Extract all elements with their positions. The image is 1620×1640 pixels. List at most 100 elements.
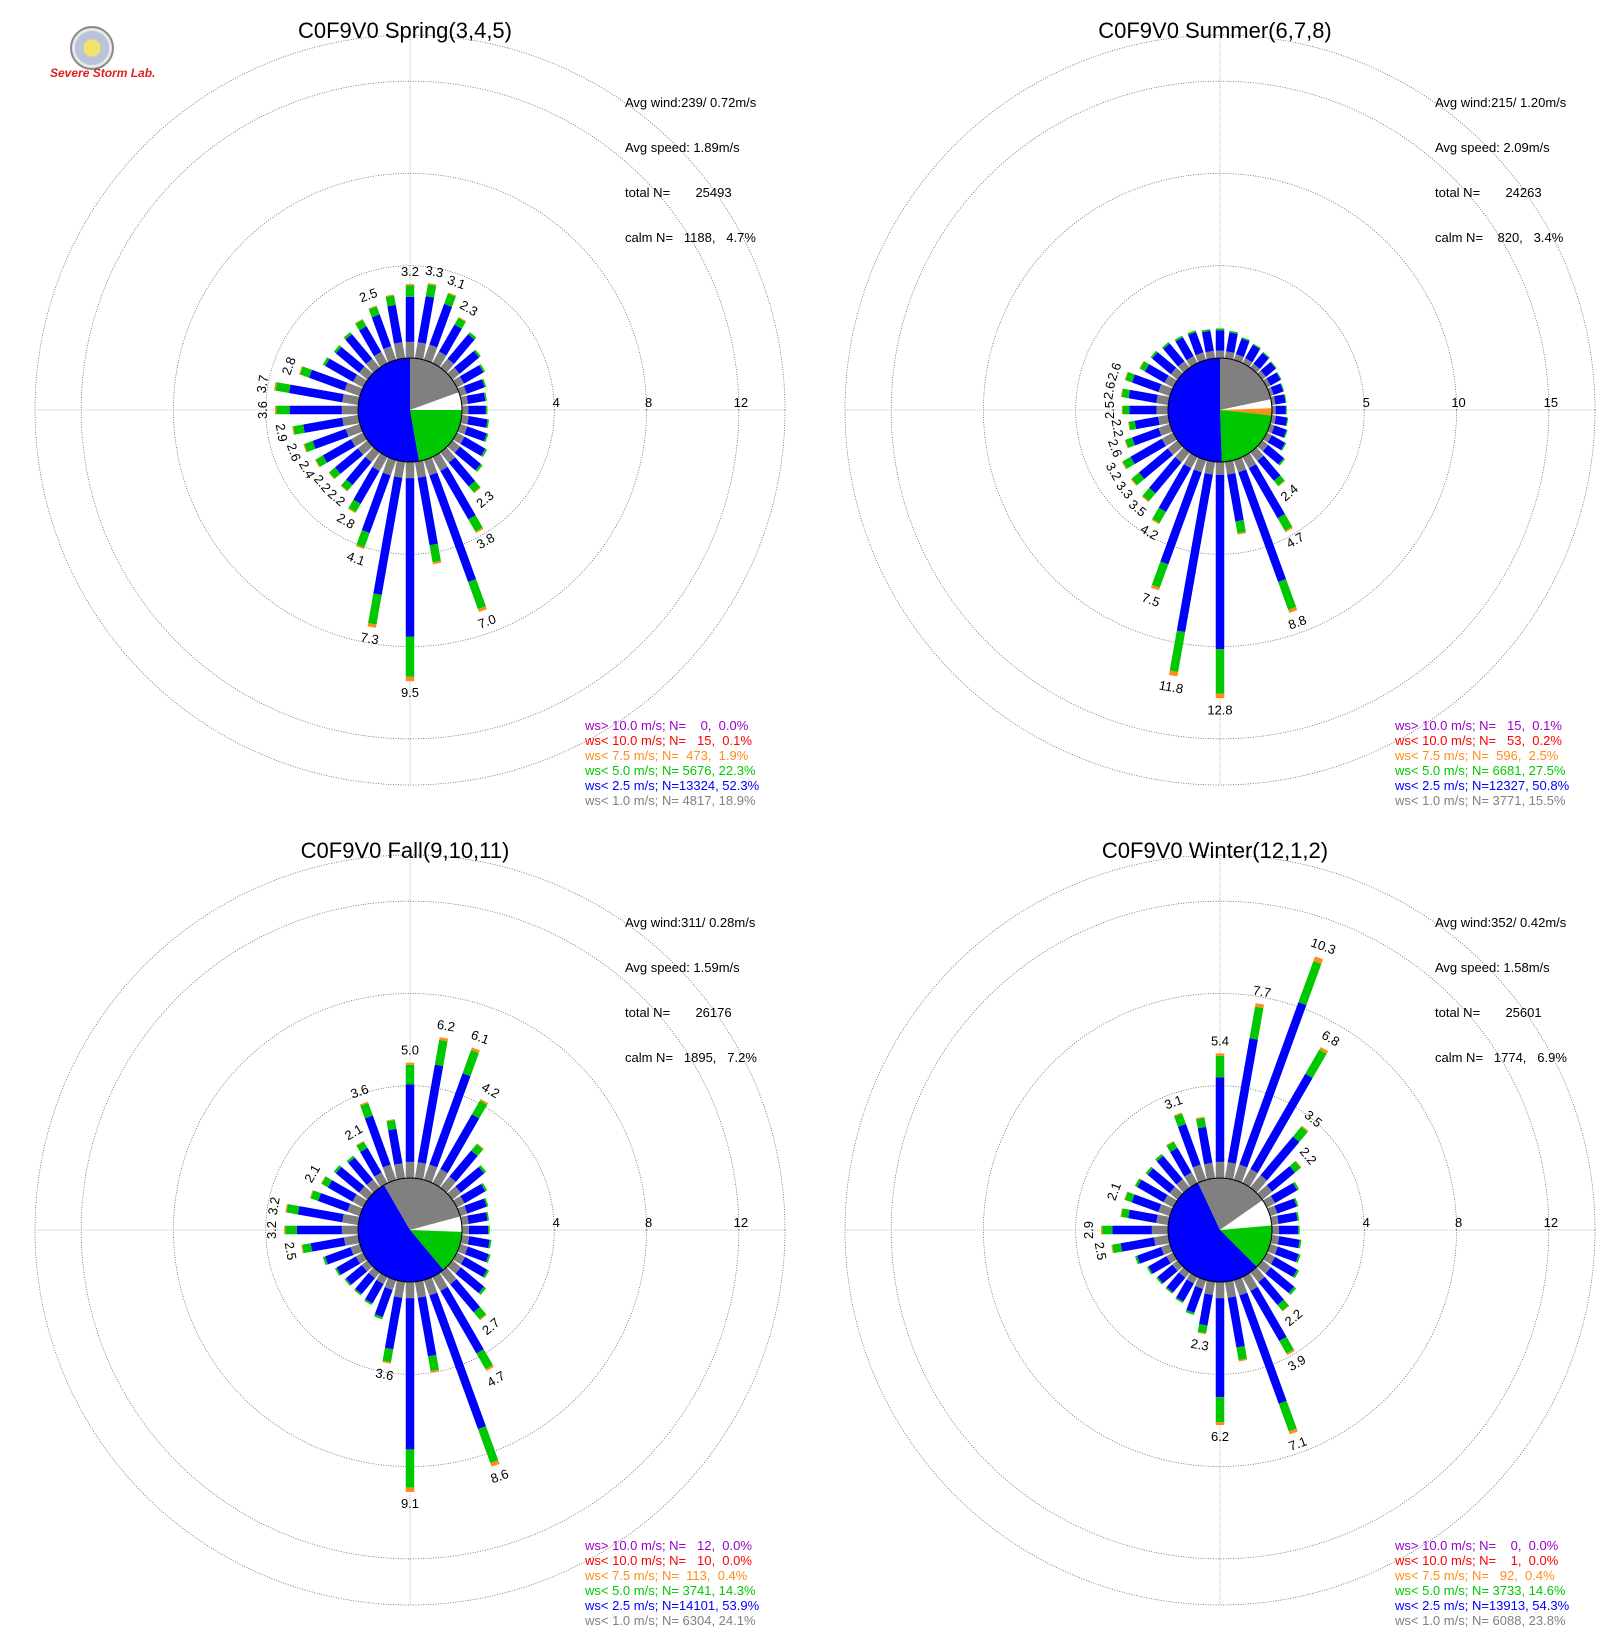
grid-ring [983, 173, 1457, 647]
wind-bar-lt25 [460, 1256, 488, 1278]
total-n: total N= 26176 [625, 1005, 732, 1020]
wind-bar-lt1 [1267, 1243, 1278, 1255]
wind-bar-lt5 [315, 455, 328, 467]
bar-value-label: 2.8 [279, 355, 299, 377]
legend-entry: ws< 7.5 m/s; N= 113, 0.4% [585, 1568, 759, 1583]
bar-value-label: 3.6 [374, 1365, 394, 1383]
wind-bar-lt25 [1274, 1246, 1299, 1263]
wind-bar-lt5 [1134, 1178, 1142, 1188]
r-tick-label: 4 [553, 395, 560, 410]
wind-bar-lt5 [1131, 472, 1145, 486]
wind-bar-lt1 [447, 367, 460, 380]
wind-bar-lt25 [1238, 469, 1287, 583]
wind-bar-lt25 [1131, 1194, 1162, 1213]
wind-bar-lt25 [334, 448, 364, 474]
avg-speed: Avg speed: 2.09m/s [1435, 140, 1550, 155]
outer-ring [844, 34, 1596, 786]
legend-value: 15, 0.1% [1496, 718, 1562, 733]
wind-bar-lt5 [1122, 456, 1135, 469]
bar-value-label: 3.6 [348, 1081, 370, 1101]
wind-bar-lt5 [348, 499, 361, 513]
wind-bar-lt25 [1227, 473, 1244, 522]
wind-bar-lt1 [359, 1186, 373, 1200]
wind-bar-lt25 [417, 476, 438, 546]
wind-bar-lt5 [473, 349, 481, 358]
grid-ring [1075, 1085, 1365, 1375]
bar-value-label: 7.0 [476, 611, 498, 631]
wind-bar-lt1 [1250, 1267, 1265, 1283]
legend-value: 12327, 50.8% [1488, 778, 1570, 793]
r-tick-label: 10 [1451, 395, 1465, 410]
r-tick-label: 4 [553, 1215, 560, 1230]
grid-ring [80, 80, 740, 740]
wind-bar-lt1 [432, 1168, 448, 1188]
wind-bar-lt5 [1288, 1286, 1297, 1295]
legend-label: ws< 10.0 m/s; N= [1395, 1553, 1497, 1568]
wind-bar-lt5 [454, 317, 466, 329]
wind-bar-lt5 [1278, 1400, 1297, 1432]
wind-bar-lt25 [364, 1115, 391, 1168]
wind-bar-lt75 [355, 544, 365, 550]
wind-bar-lt1 [460, 414, 469, 425]
calm-pie-slice [410, 410, 462, 462]
bar-value-label: 8.6 [489, 1466, 511, 1486]
wind-bar-lt5 [386, 1119, 397, 1131]
wind-bar-lt5 [481, 448, 488, 457]
wind-bar-lt1 [1184, 1172, 1198, 1188]
wind-bar-lt5 [1293, 1197, 1299, 1207]
bar-value-label: 2.3 [1190, 1336, 1210, 1354]
wind-bar-lt25 [450, 1279, 481, 1313]
wind-bar-lt1 [447, 1260, 461, 1274]
wind-bar-lt75 [1121, 461, 1127, 470]
total-n: total N= 24263 [1435, 185, 1542, 200]
wind-bar-lt25 [336, 1256, 361, 1275]
wind-bar-lt75 [1313, 956, 1324, 964]
bar-value-label: 2.1 [301, 1162, 323, 1185]
wind-bar-lt1 [342, 393, 360, 406]
wind-bar-lt1 [1224, 460, 1236, 475]
wind-bar-lt5 [468, 515, 483, 532]
wind-bar-lt1 [350, 432, 368, 447]
wind-bar-lt25 [1137, 1179, 1168, 1203]
wind-bar-lt1 [1224, 351, 1235, 360]
legend-label: ws> 10.0 m/s; N= [1395, 1538, 1497, 1553]
wind-bar-lt25 [1157, 1264, 1178, 1284]
calm-pie-slice [384, 1178, 410, 1230]
wind-bar-lt25 [429, 472, 477, 583]
outer-ring [844, 854, 1596, 1606]
wind-bar-lt25 [1158, 464, 1192, 512]
wind-bar-lt25 [371, 314, 392, 350]
legend-label: ws> 10.0 m/s; N= [1395, 718, 1497, 733]
wind-bar-lt25 [1144, 364, 1169, 383]
wind-bar-lt25 [1250, 1073, 1313, 1174]
wind-bar-lt5 [1156, 1276, 1163, 1285]
avg-speed: Avg speed: 1.59m/s [625, 960, 740, 975]
wind-bar-lt75 [340, 485, 348, 492]
wind-bar-lt25 [1248, 464, 1285, 519]
wind-bar-lt1 [1242, 1272, 1258, 1292]
r-tick-label: 8 [645, 395, 652, 410]
winter-windrose-panel: 4 8 12 5.4 7.7 10.3 6.8 3.5 2.2 2.2 3.9 7.1 6.2 2.3 2.… [810, 820, 1620, 1640]
calm-circle [357, 1177, 463, 1283]
wind-bar-lt5 [1174, 335, 1183, 342]
wind-bar-lt5 [1124, 1191, 1135, 1203]
wind-bar-lt5 [321, 1176, 333, 1188]
bar-value-label: 2.6 [1100, 380, 1118, 400]
fall-windrose: 4 8 125.06.26.14.22.74.78.69.13.62.53.23.2… [34, 854, 786, 1606]
legend-label: ws< 2.5 m/s; N= [1395, 778, 1489, 793]
legend-entry: ws< 7.5 m/s; N= 596, 2.5% [1395, 748, 1569, 763]
wind-bar-lt1 [1170, 367, 1183, 380]
wind-bar-lt5 [1165, 1287, 1174, 1294]
wind-bar-lt1 [1242, 1168, 1258, 1188]
legend-entry: ws< 1.0 m/s; N= 6304, 24.1% [585, 1613, 759, 1628]
legend-value: 113, 0.4% [678, 1568, 748, 1583]
legend-value: 12, 0.0% [686, 1538, 752, 1553]
wind-bar-lt5 [310, 1190, 321, 1202]
wind-bar-lt5 [1252, 343, 1261, 350]
wind-bar-lt5 [1134, 1255, 1140, 1265]
wind-bar-lt1 [1250, 363, 1260, 373]
wind-bar-lt1 [365, 447, 380, 463]
wind-bar-lt1 [345, 423, 363, 437]
wind-bar-lt1 [1257, 370, 1267, 380]
bar-value-label: 2.1 [342, 1121, 365, 1143]
